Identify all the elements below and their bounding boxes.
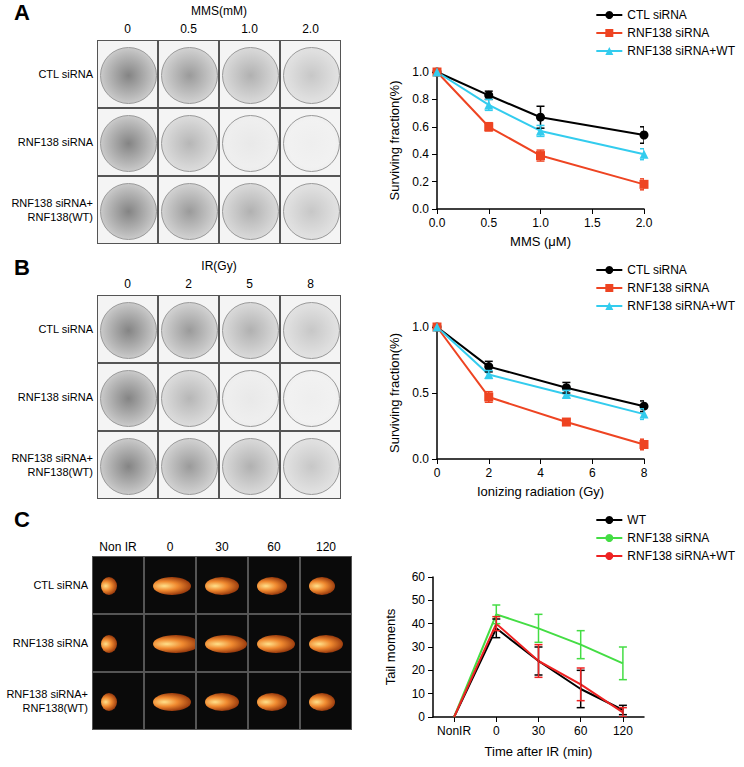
html-text:8: 8 (307, 277, 314, 291)
svg-text:0.4: 0.4 (412, 147, 429, 161)
html-text:RNF138 siRNA+ RNF138(WT): RNF138 siRNA+ RNF138(WT) (11, 197, 93, 223)
svg-text:2: 2 (485, 466, 492, 480)
html-text:Non IR: Non IR (99, 540, 137, 554)
svg-text:50: 50 (412, 593, 426, 607)
svg-text:Time after IR (min): Time after IR (min) (485, 744, 593, 759)
svg-text:6: 6 (589, 466, 596, 480)
svg-text:60: 60 (412, 570, 426, 584)
svg-text:0.0: 0.0 (412, 202, 429, 216)
html-text:0.5: 0.5 (180, 22, 197, 36)
svg-text:Ionizing radiation (Gy): Ionizing radiation (Gy) (477, 484, 604, 499)
svg-text:CTL siRNA: CTL siRNA (627, 263, 687, 277)
html-text:RNF138 siRNA+ RNF138(WT): RNF138 siRNA+ RNF138(WT) (6, 688, 88, 714)
svg-text:8: 8 (641, 466, 648, 480)
svg-text:20: 20 (412, 663, 426, 677)
svg-text:30: 30 (532, 724, 546, 738)
svg-text:2.0: 2.0 (636, 216, 653, 230)
svg-text:0.0: 0.0 (429, 216, 446, 230)
svg-text:10: 10 (412, 687, 426, 701)
svg-text:0.2: 0.2 (412, 175, 429, 189)
html-text:120: 120 (316, 540, 336, 554)
svg-text:0: 0 (418, 710, 425, 724)
svg-text:WT: WT (627, 513, 646, 527)
svg-text:1.0: 1.0 (412, 320, 429, 334)
svg-text:0.5: 0.5 (412, 386, 429, 400)
svg-text:Surviving fraction(%): Surviving fraction(%) (387, 333, 402, 453)
html-text:2.0: 2.0 (302, 22, 319, 36)
svg-text:0.0: 0.0 (412, 452, 429, 466)
html-text:RNF138 siRNA: RNF138 siRNA (17, 391, 93, 403)
svg-text:RNF138 siRNA+WT: RNF138 siRNA+WT (627, 549, 735, 563)
html-text:RNF138 siRNA: RNF138 siRNA (17, 136, 93, 148)
svg-text:RNF138 siRNA: RNF138 siRNA (627, 281, 709, 295)
html-text:CTL siRNA: CTL siRNA (38, 323, 93, 335)
svg-text:0: 0 (493, 724, 500, 738)
html-text:IR(Gy): IR(Gy) (201, 259, 237, 273)
svg-text:RNF138 siRNA+WT: RNF138 siRNA+WT (627, 44, 735, 58)
svg-text:Tail moments: Tail moments (383, 608, 398, 685)
html-text:CTL siRNA: CTL siRNA (33, 579, 88, 591)
svg-text:RNF138 siRNA: RNF138 siRNA (627, 531, 709, 545)
html-text:30: 30 (215, 540, 229, 554)
html-text:0: 0 (124, 277, 131, 291)
html-text:C: C (14, 507, 30, 532)
svg-text:30: 30 (412, 640, 426, 654)
svg-text:NonIR: NonIR (437, 724, 471, 738)
html-text:60: 60 (267, 540, 281, 554)
svg-text:CTL siRNA: CTL siRNA (627, 8, 687, 22)
html-text:RNF138 siRNA: RNF138 siRNA (12, 637, 88, 649)
html-text:0: 0 (166, 540, 174, 554)
svg-text:1.5: 1.5 (584, 216, 601, 230)
html-text:5: 5 (246, 277, 253, 291)
svg-text:Surviving fraction(%): Surviving fraction(%) (387, 81, 402, 201)
svg-text:1.0: 1.0 (412, 65, 429, 79)
html-text:RNF138 siRNA+ RNF138(WT): RNF138 siRNA+ RNF138(WT) (11, 452, 93, 478)
svg-text:0.6: 0.6 (412, 120, 429, 134)
html-text:CTL siRNA: CTL siRNA (38, 68, 93, 80)
svg-text:0.8: 0.8 (412, 92, 429, 106)
svg-text:0: 0 (434, 466, 441, 480)
svg-text:RNF138 siRNA: RNF138 siRNA (627, 26, 709, 40)
svg-text:0.5: 0.5 (480, 216, 497, 230)
svg-text:MMS (μM): MMS (μM) (510, 234, 571, 249)
svg-text:4: 4 (537, 466, 544, 480)
html-text:A: A (14, 0, 30, 25)
svg-text:40: 40 (412, 617, 426, 631)
svg-text:120: 120 (613, 724, 633, 738)
svg-text:1.0: 1.0 (532, 216, 549, 230)
html-text:2: 2 (185, 277, 192, 291)
html-text:1.0: 1.0 (241, 22, 258, 36)
svg-text:RNF138 siRNA+WT: RNF138 siRNA+WT (627, 299, 735, 313)
html-text:B: B (14, 255, 30, 280)
html-text:0: 0 (124, 22, 131, 36)
svg-text:60: 60 (574, 724, 588, 738)
html-text:MMS(mM): MMS(mM) (191, 4, 247, 18)
